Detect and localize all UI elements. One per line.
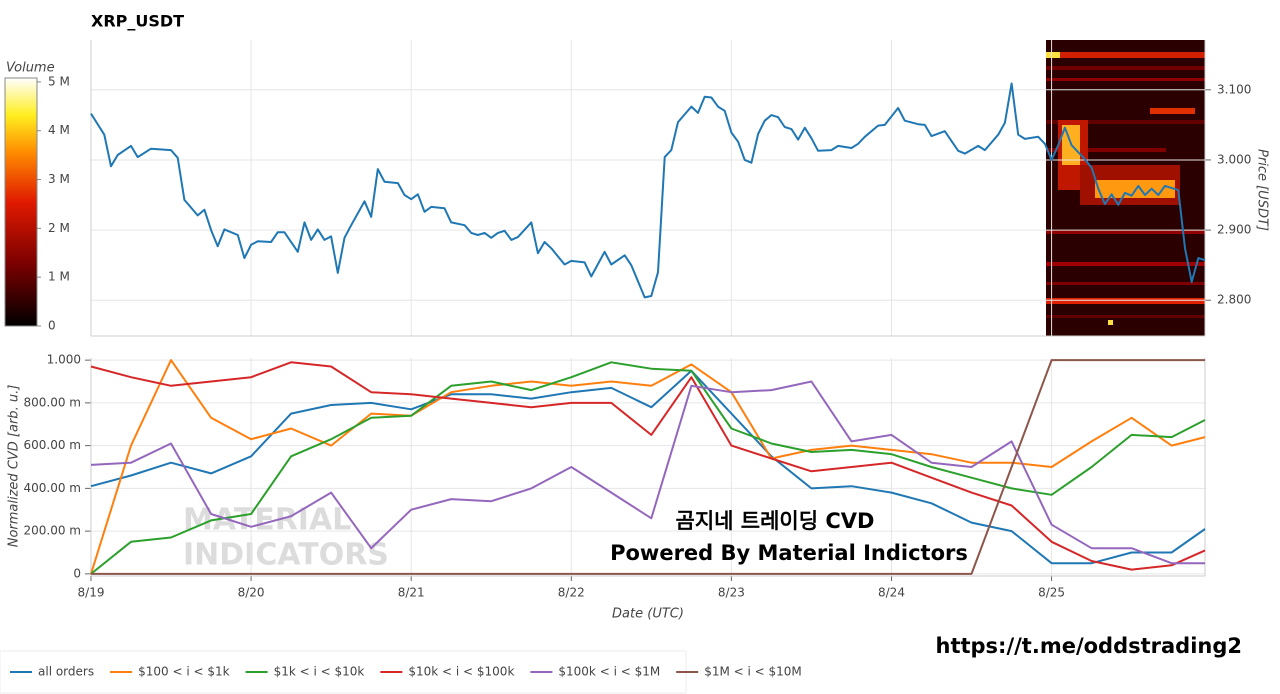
y-tick-label: 800.00 m — [24, 395, 82, 409]
legend-label: all orders — [38, 665, 94, 679]
x-tick-label: 8/20 — [238, 586, 265, 600]
watermark: INDICATORS — [183, 538, 389, 573]
colorbar-label: Volume — [6, 61, 55, 76]
line-series — [90, 359, 1206, 575]
y-tick-label: 2.800 — [1217, 293, 1251, 307]
heatmap — [1046, 40, 1205, 336]
y-tick-label: 3.000 — [1217, 152, 1251, 166]
y-tick-label: 3.100 — [1217, 82, 1251, 96]
legend-label: $10k < i < $100k — [408, 665, 514, 679]
y-tick-label: 200.00 m — [24, 524, 82, 538]
footer-link: https://t.me/oddstrading2 — [936, 634, 1243, 658]
x-tick-label: 8/21 — [398, 586, 425, 600]
legend-label: $1k < i < $10k — [274, 665, 365, 679]
colorbar — [4, 77, 38, 327]
y-tick-label: 1.000 — [47, 353, 81, 367]
colorbar-tick-label: 0 — [48, 319, 56, 333]
y-axis-label: Price [USDT] — [1255, 149, 1270, 231]
colorbar-tick-label: 5 M — [48, 74, 70, 88]
legend-label: $100k < i < $1M — [558, 665, 660, 679]
line-series — [90, 369, 1206, 565]
annotation: Powered By Material Indictors — [610, 541, 968, 565]
y-axis-label: Normalized CVD [arb. u.] — [7, 385, 22, 548]
y-tick-label: 600.00 m — [24, 438, 82, 452]
annotation: 곰지네 트레이딩 CVD — [676, 509, 875, 533]
colorbar-tick-label: 3 M — [48, 172, 70, 186]
x-tick-label: 8/19 — [78, 586, 105, 600]
x-axis-label: Date (UTC) — [612, 607, 684, 622]
legend-label: $100 < i < $1k — [138, 665, 230, 679]
legend-label: $1M < i < $10M — [704, 665, 802, 679]
x-tick-label: 8/23 — [718, 586, 745, 600]
line-series — [90, 380, 1205, 565]
line-series — [90, 361, 1206, 571]
colorbar-tick-label: 2 M — [48, 221, 70, 235]
line-series — [90, 361, 1206, 575]
x-tick-label: 8/22 — [558, 586, 585, 600]
y-tick-label: 400.00 m — [24, 481, 82, 495]
line-series — [91, 359, 1205, 575]
x-tick-label: 8/25 — [1038, 586, 1065, 600]
x-tick-label: 8/24 — [878, 586, 905, 600]
colorbar-tick-label: 1 M — [48, 270, 70, 284]
chart-title: XRP_USDT — [91, 12, 184, 31]
y-tick-label: 0 — [73, 566, 81, 580]
line-series — [90, 82, 1206, 299]
y-tick-label: 2.900 — [1217, 223, 1251, 237]
colorbar-tick-label: 4 M — [48, 123, 70, 137]
